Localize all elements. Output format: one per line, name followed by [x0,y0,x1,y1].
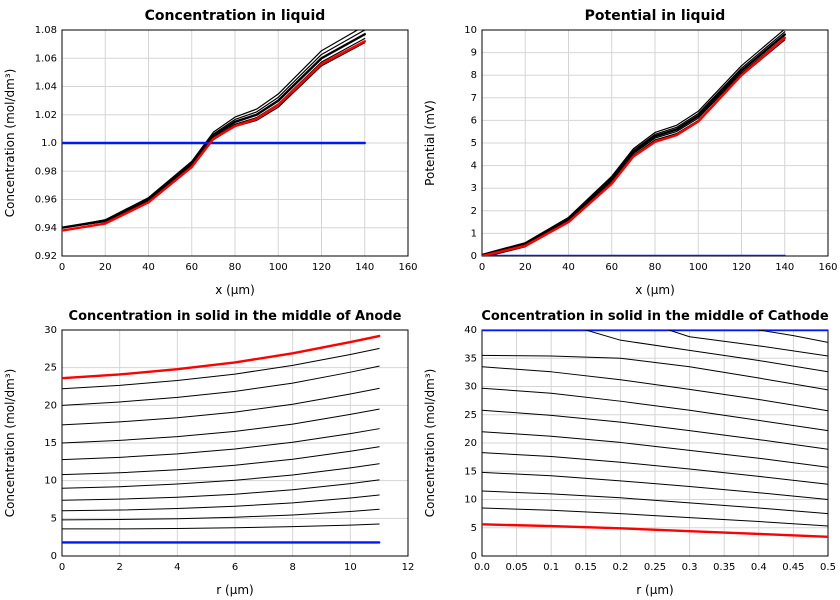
svg-text:160: 160 [398,262,417,273]
svg-text:3: 3 [471,183,477,194]
svg-text:10: 10 [44,476,57,487]
svg-text:0.2: 0.2 [612,562,628,573]
svg-text:0: 0 [471,251,477,262]
svg-text:0.1: 0.1 [543,562,559,573]
svg-text:0.05: 0.05 [505,562,527,573]
svg-text:140: 140 [775,262,794,273]
svg-text:0: 0 [51,551,57,562]
chart-title: Concentration in liquid [145,8,326,24]
svg-text:6: 6 [471,115,477,126]
svg-text:1: 1 [471,228,477,239]
svg-text:1.02: 1.02 [35,110,57,121]
svg-text:20: 20 [464,438,477,449]
figure-grid: 0204060801001201401600.920.940.960.981.0… [0,0,840,600]
svg-text:0.94: 0.94 [35,223,57,234]
panel-solid-anode: 0 2 4 6 8 10 12 0 5 10 15 20 25 30 Concentration in so… [0,300,420,600]
svg-text:10: 10 [464,25,477,36]
svg-text:5: 5 [471,138,477,149]
chart-svg: 0 20 40 60 80 100 120 140 160 0.92 0.94 0.96 0.98 1.0… [0,0,420,300]
y-axis-label: Concentration (mol/dm³) [3,69,17,218]
svg-text:1.0: 1.0 [41,138,57,149]
svg-text:35: 35 [464,353,477,364]
y-axis-label: Concentration (mol/dm³) [423,369,437,518]
chart-title: Concentration in solid in the middle of … [481,309,829,324]
panel-solid-cathode: 0.0 0.05 0.1 0.15 0.2 0.25 0.3 0.35 0.4 0.45 0.5 0 5… [420,300,840,600]
chart-title: Potential in liquid [585,8,726,24]
svg-text:8: 8 [289,562,295,573]
svg-text:10: 10 [464,495,477,506]
svg-text:10: 10 [344,562,357,573]
svg-text:60: 60 [605,262,618,273]
svg-text:20: 20 [519,262,532,273]
svg-text:0: 0 [59,262,65,273]
svg-text:100: 100 [269,262,288,273]
svg-text:0.3: 0.3 [682,562,698,573]
svg-text:0.4: 0.4 [751,562,767,573]
svg-text:0: 0 [59,562,65,573]
svg-text:120: 120 [312,262,331,273]
svg-text:0: 0 [479,262,485,273]
chart-svg: 0.0 0.05 0.1 0.15 0.2 0.25 0.3 0.35 0.4 0.45 0.5 0 5… [420,300,840,600]
svg-text:8: 8 [471,70,477,81]
svg-text:25: 25 [464,410,477,421]
svg-text:15: 15 [44,438,57,449]
svg-text:1.06: 1.06 [35,53,57,64]
svg-text:80: 80 [229,262,242,273]
svg-text:1.08: 1.08 [35,25,57,36]
panel-liquid-concentration: 0 20 40 60 80 100 120 140 160 0.92 0.94 0.96 0.98 1.0… [0,0,420,300]
svg-text:0.45: 0.45 [782,562,804,573]
y-axis-label: Potential (mV) [423,100,437,186]
svg-text:9: 9 [471,48,477,59]
svg-text:2: 2 [471,206,477,217]
svg-text:7: 7 [471,93,477,104]
svg-text:20: 20 [99,262,112,273]
svg-text:0.35: 0.35 [713,562,735,573]
svg-text:0.98: 0.98 [35,166,57,177]
svg-text:160: 160 [818,262,837,273]
svg-text:30: 30 [44,325,57,336]
x-axis-label: r (µm) [636,583,673,597]
x-axis-label: r (µm) [216,583,253,597]
svg-text:0.92: 0.92 [35,251,57,262]
svg-text:4: 4 [471,161,477,172]
svg-text:1.04: 1.04 [35,82,57,93]
svg-text:5: 5 [471,523,477,534]
svg-text:40: 40 [562,262,575,273]
chart-title: Concentration in solid in the middle of … [69,309,402,324]
svg-text:0.96: 0.96 [35,195,57,206]
svg-text:100: 100 [689,262,708,273]
svg-text:40: 40 [464,325,477,336]
svg-text:0: 0 [471,551,477,562]
svg-text:40: 40 [142,262,155,273]
svg-text:0.5: 0.5 [820,562,836,573]
y-axis-label: Concentration (mol/dm³) [3,369,17,518]
svg-text:4: 4 [174,562,180,573]
x-axis-label: x (µm) [215,283,255,297]
chart-svg: 0 2 4 6 8 10 12 0 5 10 15 20 25 30 Concentration in so… [0,300,420,600]
svg-text:80: 80 [649,262,662,273]
svg-text:5: 5 [51,513,57,524]
x-axis-label: x (µm) [635,283,675,297]
chart-svg: 0 20 40 60 80 100 120 140 160 0 1 2 3 4 5 6 7 8 9 10 Potenti… [420,0,840,300]
svg-text:12: 12 [402,562,415,573]
svg-text:6: 6 [232,562,238,573]
svg-text:0.25: 0.25 [644,562,666,573]
svg-text:0.15: 0.15 [575,562,597,573]
svg-text:30: 30 [464,382,477,393]
svg-text:15: 15 [464,466,477,477]
svg-text:0.0: 0.0 [474,562,490,573]
svg-text:60: 60 [185,262,198,273]
svg-text:140: 140 [355,262,374,273]
panel-liquid-potential: 0 20 40 60 80 100 120 140 160 0 1 2 3 4 5 6 7 8 9 10 Potenti… [420,0,840,300]
svg-text:20: 20 [44,400,57,411]
svg-text:25: 25 [44,363,57,374]
svg-text:2: 2 [116,562,122,573]
svg-text:120: 120 [732,262,751,273]
